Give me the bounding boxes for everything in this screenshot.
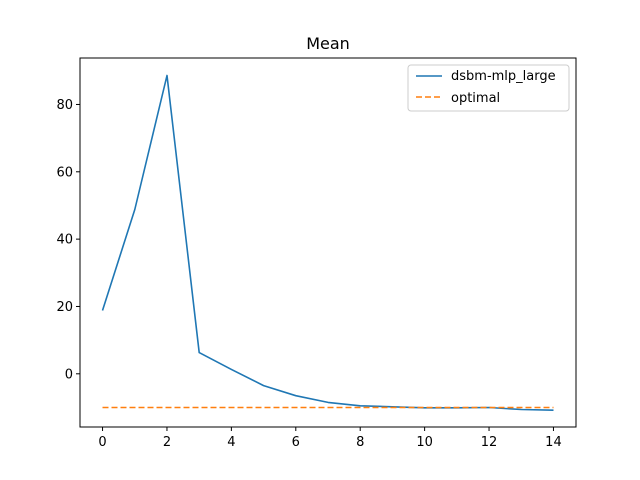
- x-tick-label: 8: [356, 435, 364, 450]
- chart-title: Mean: [306, 34, 350, 53]
- y-tick-label: 40: [56, 233, 73, 248]
- x-tick-label: 10: [416, 435, 433, 450]
- x-tick-label: 12: [481, 435, 498, 450]
- x-axis: 0 2 4 6 8 10 12 14: [98, 427, 562, 450]
- x-tick-label: 6: [292, 435, 300, 450]
- legend-label-optimal: optimal: [451, 91, 500, 106]
- x-tick-label: 2: [163, 435, 171, 450]
- y-axis: 0 20 40 60 80: [56, 98, 80, 382]
- x-tick-label: 0: [98, 435, 106, 450]
- series-layer: [101, 74, 554, 411]
- x-tick-label: 14: [545, 435, 562, 450]
- y-tick-label: 80: [56, 98, 73, 113]
- series-line-dsbm-mlp-large: [101, 74, 554, 411]
- legend-box: [407, 64, 570, 112]
- y-tick-label: 60: [56, 165, 73, 180]
- plot-area-frame: [79, 57, 577, 428]
- x-tick-label: 4: [227, 435, 235, 450]
- legend: dsbm-mlp_large optimal: [407, 64, 570, 112]
- legend-label-dsbm-mlp-large: dsbm-mlp_large: [451, 69, 556, 84]
- y-tick-label: 0: [65, 367, 73, 382]
- y-tick-label: 20: [56, 300, 73, 315]
